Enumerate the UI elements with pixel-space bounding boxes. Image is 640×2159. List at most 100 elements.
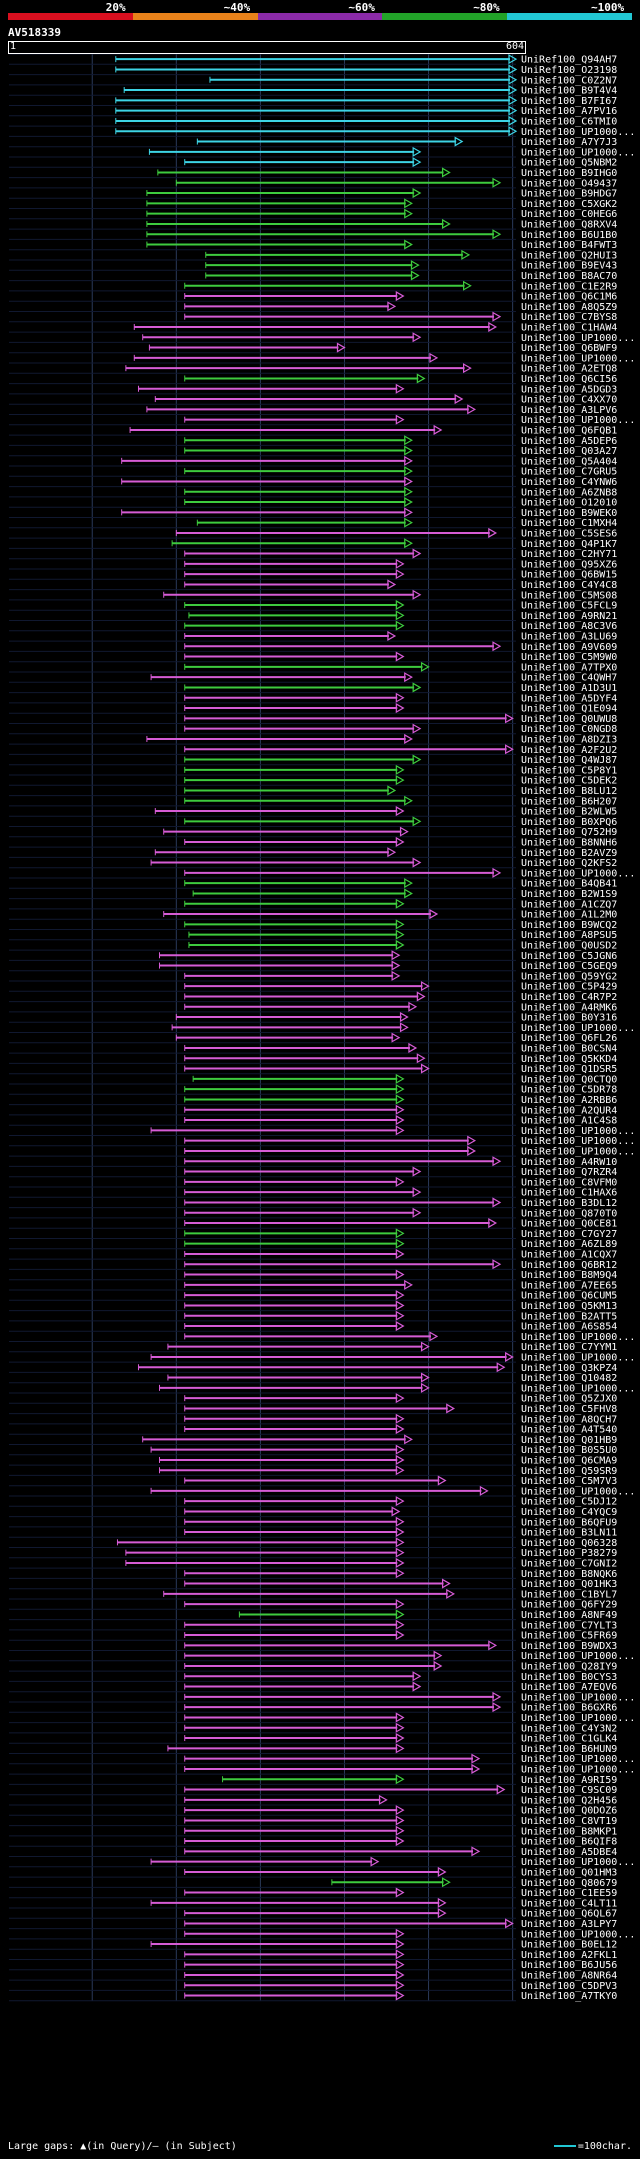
- hit-row: UniRef100_C8VFM0: [184, 1176, 617, 1188]
- hit-arrow: [395, 1269, 405, 1280]
- hit-label: UniRef100_Q6CMA9: [521, 1455, 617, 1466]
- hit-label: UniRef100_B6GXR6: [521, 1703, 617, 1714]
- hit-row: UniRef100_UP1000...: [184, 1135, 635, 1147]
- hit-arrow: [412, 723, 422, 734]
- hit-row: UniRef100_Q6FQB1: [129, 424, 617, 436]
- hit-row: UniRef100_C7GNI2: [125, 1557, 617, 1569]
- ruler-start-label: 1: [10, 41, 17, 52]
- hit-arrow: [395, 291, 405, 302]
- hit-arrow: [399, 826, 409, 837]
- hit-arrow: [395, 1527, 405, 1538]
- hit-arrow: [404, 507, 413, 518]
- hit-label: UniRef100_C5P8Y1: [521, 765, 617, 776]
- hit-row: UniRef100_A4RW10: [184, 1156, 617, 1168]
- hit-row: UniRef100_UP1000...: [150, 1125, 635, 1137]
- hit-label: UniRef100_B6QIF8: [521, 1837, 617, 1848]
- hit-arrow: [395, 1094, 405, 1105]
- hit-arrow: [395, 383, 405, 394]
- hit-label: UniRef100_A5DBE4: [521, 1847, 617, 1858]
- hit-row: UniRef100_C4Y3N2: [184, 1722, 617, 1734]
- hit-row: UniRef100_Q4P1K7: [171, 538, 617, 550]
- hit-row: UniRef100_A8NR64: [184, 1969, 617, 1981]
- hit-arrow: [404, 1434, 413, 1445]
- hit-arrow: [395, 775, 405, 786]
- hit-label: UniRef100_B9WCQ2: [521, 920, 617, 931]
- hit-arrow: [395, 1115, 405, 1126]
- hit-arrow: [395, 1825, 405, 1836]
- hit-label: UniRef100_A4RMK6: [521, 1002, 617, 1013]
- hit-arrow: [508, 74, 518, 85]
- hit-row: UniRef100_B6QIF8: [184, 1836, 617, 1848]
- hit-row: UniRef100_B9WCQ2: [184, 919, 617, 931]
- hit-row: UniRef100_C5DPV3: [184, 1980, 617, 1992]
- hit-arrow: [492, 1691, 502, 1702]
- hit-arrow: [395, 692, 405, 703]
- legend-scale-line: [553, 2145, 576, 2147]
- hit-row: UniRef100_A9RN21: [188, 610, 617, 622]
- hit-label: UniRef100_B2WLW5: [521, 807, 617, 818]
- hit-row: UniRef100_C4LT11: [150, 1897, 617, 1909]
- hit-arrow: [395, 1959, 405, 1970]
- hit-arrow: [404, 198, 413, 209]
- hit-arrow: [395, 1928, 405, 1939]
- hit-arrow: [412, 754, 422, 765]
- hit-row: UniRef100_A1D3U1: [184, 682, 617, 694]
- hit-arrow: [395, 569, 405, 580]
- hit-row: UniRef100_C5SES6: [175, 527, 617, 539]
- hit-row: UniRef100_C0Z2N7: [209, 74, 617, 86]
- hit-label: UniRef100_C7GNI2: [521, 1558, 617, 1569]
- hit-label: UniRef100_A1CZQ7: [521, 899, 617, 910]
- hit-row: UniRef100_UP1000...: [142, 332, 635, 344]
- hit-row: UniRef100_B8LU12: [184, 785, 617, 797]
- hit-row: UniRef100_A2F2U2: [184, 744, 617, 756]
- hit-label: UniRef100_A9V609: [521, 642, 617, 653]
- hit-arrow: [395, 1104, 405, 1115]
- hit-label: UniRef100_B9T4V4: [521, 86, 617, 97]
- hit-row: UniRef100_UP1000...: [184, 1928, 635, 1940]
- hit-arrow: [395, 1310, 405, 1321]
- hit-arrow: [395, 703, 405, 714]
- hit-row: UniRef100_UP1000...: [115, 126, 635, 138]
- hit-row: UniRef100_C7YLT3: [184, 1619, 617, 1631]
- hit-label: UniRef100_UP1000...: [521, 1929, 635, 1940]
- hit-row: UniRef100_Q10482: [167, 1372, 617, 1384]
- hit-arrow: [404, 497, 413, 508]
- hit-label: UniRef100_UP1000...: [521, 1754, 635, 1765]
- hit-arrow: [437, 1897, 447, 1908]
- hit-arrow: [395, 898, 405, 909]
- hit-row: UniRef100_C5P8Y1: [184, 764, 617, 776]
- hit-row: UniRef100_UP1000...: [184, 414, 635, 426]
- hit-row: UniRef100_B0S5U0: [150, 1444, 617, 1456]
- hit-arrow: [505, 713, 514, 724]
- hit-arrow: [395, 1969, 405, 1980]
- hit-row: UniRef100_C5FHV8: [184, 1403, 617, 1415]
- hit-label: UniRef100_C4YNW6: [521, 477, 617, 488]
- hit-arrow: [404, 455, 413, 466]
- hit-label: UniRef100_Q6CUM5: [521, 1291, 617, 1302]
- hit-arrow: [408, 1001, 418, 1012]
- hit-label: UniRef100_Q01HK3: [521, 1579, 617, 1590]
- hit-arrow: [471, 1753, 481, 1764]
- hit-label: UniRef100_Q7RZR4: [521, 1167, 617, 1178]
- hit-arrow: [395, 1393, 405, 1404]
- hit-arrow: [395, 1413, 405, 1424]
- hit-label: UniRef100_A5DEP6: [521, 436, 617, 447]
- hit-arrow: [454, 136, 464, 147]
- hit-label: UniRef100_UP1000...: [521, 415, 635, 426]
- hit-arrow: [404, 445, 413, 456]
- hit-label: UniRef100_A2ETQ8: [521, 364, 617, 375]
- query-name: AV518339: [8, 26, 61, 39]
- hit-label: UniRef100_A2RBB6: [521, 1095, 617, 1106]
- hit-row: UniRef100_C4Y4C8: [184, 579, 617, 591]
- hit-label: UniRef100_UP1000...: [521, 1332, 635, 1343]
- hit-row: UniRef100_A1C4S8: [184, 1115, 617, 1127]
- hit-arrow: [395, 1228, 405, 1239]
- hit-row: UniRef100_C6TMI0: [115, 115, 617, 127]
- hit-label: UniRef100_Q0UWU8: [521, 714, 617, 725]
- hit-label: UniRef100_C5DJ12: [521, 1497, 617, 1508]
- hit-label: UniRef100_Q752H9: [521, 827, 617, 838]
- hit-label: UniRef100_B3LN11: [521, 1528, 617, 1539]
- hit-arrow: [395, 1238, 405, 1249]
- hit-row: UniRef100_A7TKY0: [184, 1990, 617, 2002]
- hit-arrow: [387, 630, 397, 641]
